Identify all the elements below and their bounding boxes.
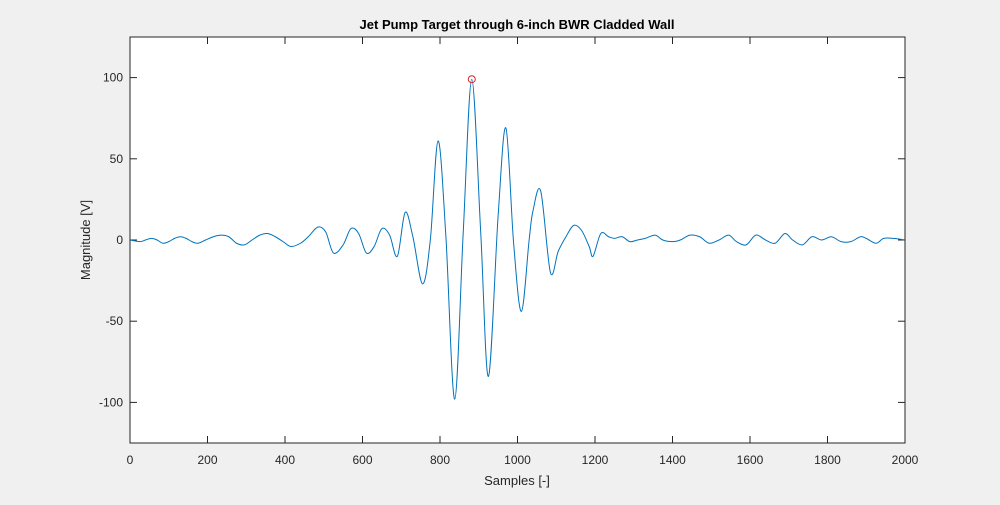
series-group [129,78,906,400]
x-tick-label: 1000 [504,453,531,467]
y-tick-label: 100 [103,71,123,85]
peak-marker-group [467,75,476,84]
x-tick-label: 1600 [737,453,764,467]
y-tick-label: 0 [116,233,123,247]
y-tick-label: 50 [110,152,124,166]
plot-area [130,37,905,443]
x-tick-label: 1400 [659,453,686,467]
x-tick-label: 600 [352,453,372,467]
y-axis-label: Magnitude [V] [78,200,93,280]
y-tick-label: -100 [99,395,123,409]
y-tick-label: -50 [106,314,124,328]
x-tick-label: 1200 [582,453,609,467]
x-tick-label: 200 [197,453,217,467]
series-line [129,78,906,400]
x-tick-label: 800 [430,453,450,467]
axes-box [129,36,906,444]
peak-marker [467,75,476,84]
x-axis-label: Samples [-] [484,473,550,488]
x-tick-label: 2000 [892,453,919,467]
chart-title: Jet Pump Target through 6-inch BWR Cladd… [360,17,675,32]
x-tick-label: 1800 [814,453,841,467]
x-tick-label: 400 [275,453,295,467]
x-tick-label: 0 [127,453,134,467]
axis-ticks: 0 200 400 600 800 1000 1200 1400 1600 1800 2000-10… [99,37,919,467]
